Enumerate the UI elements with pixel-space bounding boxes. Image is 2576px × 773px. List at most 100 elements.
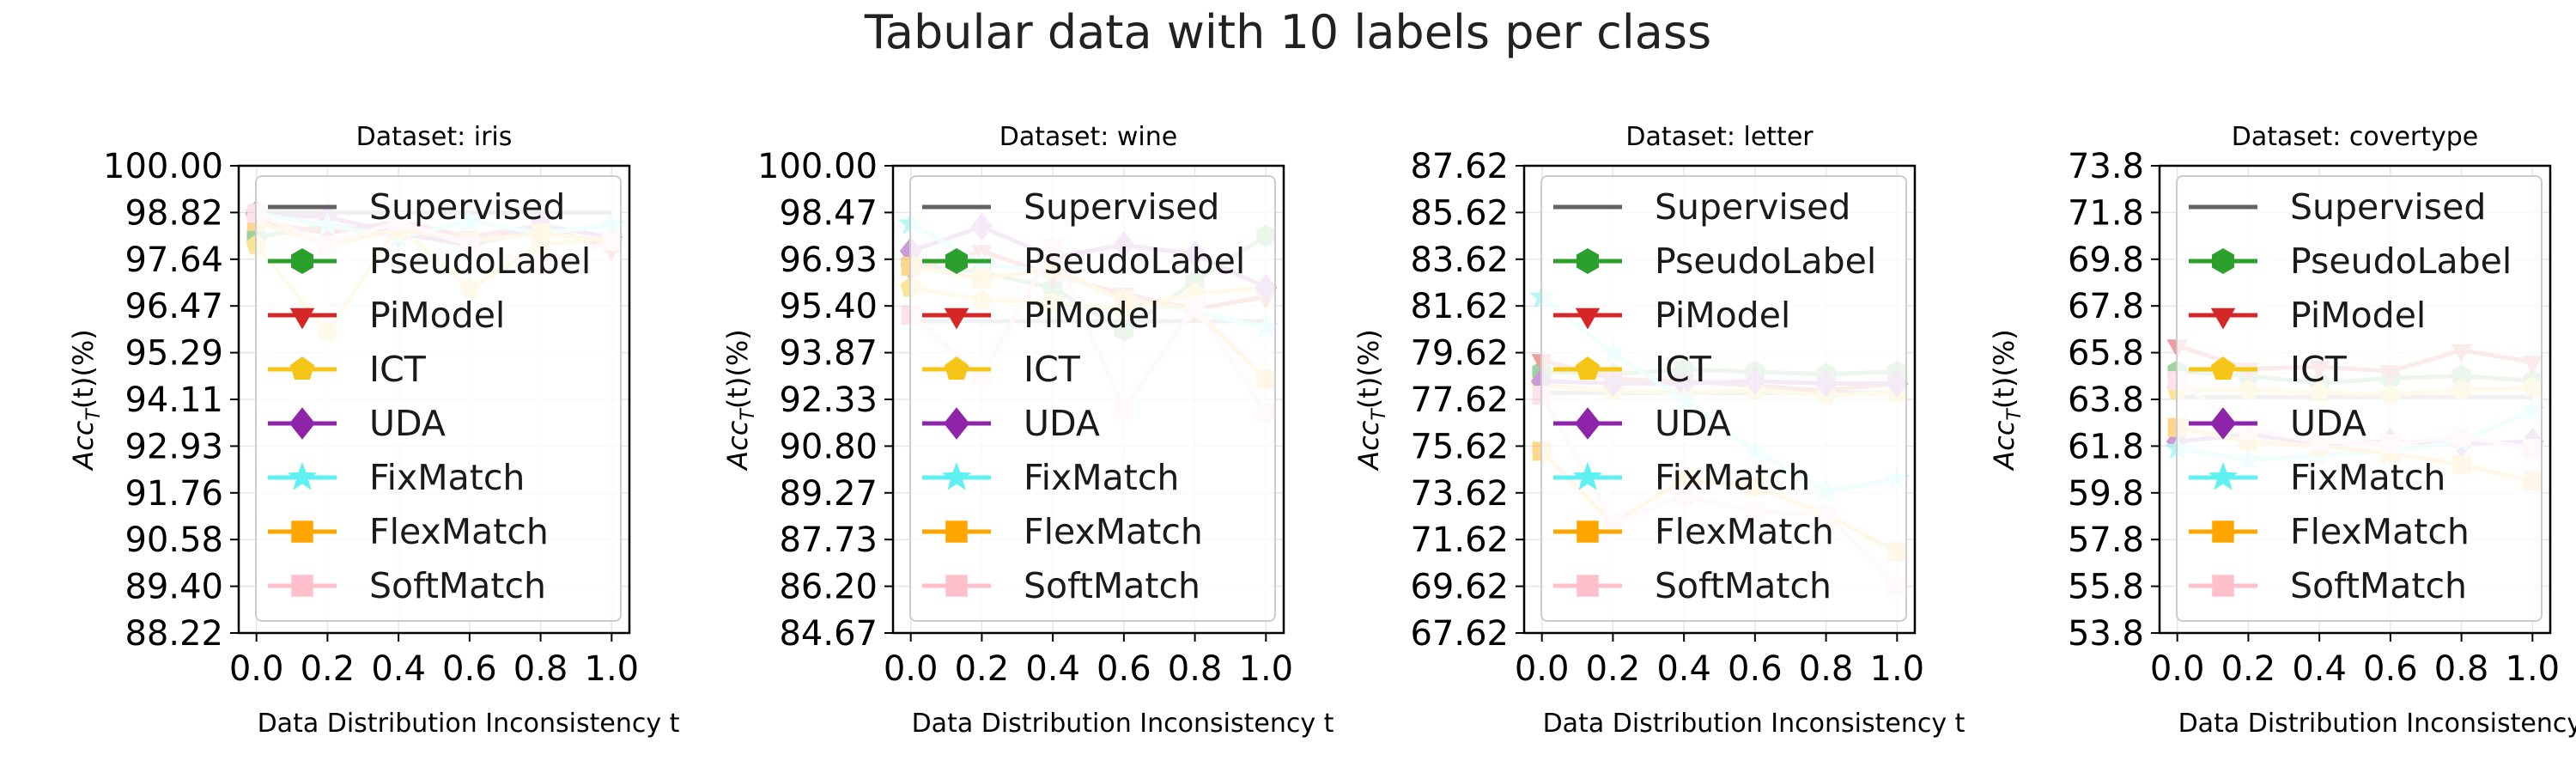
x-tick-label: 0.0	[884, 649, 939, 689]
subplot-title: Dataset: letter	[1625, 122, 1814, 152]
legend-marker-softmatch	[1577, 575, 1599, 597]
y-tick-label: 71.8	[2068, 193, 2144, 233]
legend-marker-pseudolabel	[945, 248, 968, 274]
y-tick-label: 61.8	[2068, 427, 2144, 466]
legend-label-supervised: Supervised	[2290, 186, 2486, 228]
legend-label-flexmatch: FlexMatch	[1024, 511, 1203, 552]
legend: Supervised PseudoLabel PiModel ICT UDA FixMat…	[1540, 175, 1907, 622]
legend-label-supervised: Supervised	[1024, 186, 1219, 228]
y-tick-label: 91.76	[125, 474, 223, 514]
y-tick-label: 79.62	[1410, 334, 1509, 374]
x-tick-label: 0.0	[229, 649, 284, 689]
y-tick-label: 95.29	[125, 334, 223, 374]
y-tick-label: 57.8	[2068, 520, 2144, 560]
legend-marker-uda	[944, 407, 969, 440]
y-tick-label: 92.93	[125, 427, 223, 466]
y-tick-label: 87.73	[779, 520, 878, 560]
y-tick-label: 97.64	[125, 240, 223, 280]
legend-label-fixmatch: FixMatch	[1655, 457, 1810, 498]
legend-marker-uda	[2210, 407, 2236, 440]
x-tick-label: 0.2	[2221, 649, 2276, 689]
x-tick-label: 0.4	[371, 649, 426, 689]
x-tick-label: 0.2	[955, 649, 1010, 689]
legend-box	[2176, 175, 2543, 622]
legend-marker-softmatch	[291, 575, 313, 597]
legend-marker-flexmatch	[291, 520, 313, 543]
legend-marker-pimodel	[289, 307, 315, 330]
x-tick-label: 0.6	[1728, 649, 1783, 689]
y-tick-label: 83.62	[1410, 240, 1509, 280]
y-tick-label: 96.47	[125, 287, 223, 326]
legend-marker-ict	[944, 356, 969, 380]
legend-label-softmatch: SoftMatch	[1655, 565, 1832, 606]
y-tick-label: 93.87	[779, 334, 878, 374]
legend-marker-ict	[289, 356, 315, 380]
x-tick-label: 0.6	[1097, 649, 1151, 689]
legend-marker-pseudolabel	[291, 248, 313, 274]
x-tick-label: 0.6	[2363, 649, 2418, 689]
y-tick-label: 100.00	[103, 147, 223, 186]
y-tick-label: 95.40	[779, 287, 878, 326]
legend-label-ict: ICT	[2290, 349, 2348, 390]
x-tick-label: 0.4	[2292, 649, 2347, 689]
x-axis-label: Data Distribution Inconsistency t	[912, 709, 1334, 739]
y-tick-label: 94.11	[125, 380, 223, 420]
legend-label-fixmatch: FixMatch	[1024, 457, 1179, 498]
legend-label-flexmatch: FlexMatch	[369, 511, 549, 552]
legend-label-softmatch: SoftMatch	[1024, 565, 1200, 606]
legend-label-pseudolabel: PseudoLabel	[2290, 240, 2512, 282]
subplot-title: Dataset: covertype	[2232, 122, 2479, 152]
y-tick-label: 100.00	[757, 147, 878, 186]
legend-label-fixmatch: FixMatch	[369, 457, 525, 498]
subplot-4: Supervised PseudoLabel PiModel ICT UDA FixMat…	[1988, 122, 2576, 739]
y-tick-label: 87.62	[1410, 147, 1509, 186]
legend-label-uda: UDA	[1024, 403, 1100, 444]
legend-box	[1540, 175, 1907, 622]
legend-marker-fixmatch	[2208, 462, 2239, 490]
legend-label-supervised: Supervised	[1655, 186, 1850, 228]
legend-marker-softmatch	[2212, 575, 2234, 597]
legend-label-supervised: Supervised	[369, 186, 565, 228]
y-tick-label: 73.8	[2068, 147, 2144, 186]
y-axis-label: AccT(t)(%)	[1352, 329, 1390, 471]
x-tick-label: 1.0	[1239, 649, 1294, 689]
y-tick-label: 98.47	[779, 193, 878, 233]
legend-label-flexmatch: FlexMatch	[2290, 511, 2470, 552]
legend: Supervised PseudoLabel PiModel ICT UDA FixMat…	[2176, 175, 2543, 622]
legend: Supervised PseudoLabel PiModel ICT UDA FixMat…	[255, 175, 622, 622]
y-tick-label: 92.33	[779, 380, 878, 420]
legend-label-ict: ICT	[369, 349, 427, 390]
legend-label-pimodel: PiModel	[1024, 295, 1159, 336]
legend-marker-ict	[1575, 356, 1601, 380]
y-tick-label: 63.8	[2068, 380, 2144, 420]
legend-label-uda: UDA	[1655, 403, 1731, 444]
subplot-title: Dataset: wine	[999, 122, 1177, 152]
y-axis-label: AccT(t)(%)	[721, 329, 759, 471]
y-tick-label: 89.40	[125, 568, 223, 607]
x-tick-label: 0.0	[1515, 649, 1570, 689]
y-axis-label: AccT(t)(%)	[1988, 329, 2026, 471]
legend-marker-pimodel	[2210, 307, 2236, 330]
legend-marker-fixmatch	[941, 462, 972, 490]
legend-marker-flexmatch	[945, 520, 968, 543]
y-tick-label: 86.20	[779, 568, 878, 607]
y-tick-label: 69.62	[1410, 568, 1509, 607]
x-tick-label: 0.8	[1168, 649, 1223, 689]
x-tick-label: 0.2	[301, 649, 355, 689]
legend-box	[255, 175, 622, 622]
x-tick-label: 0.0	[2150, 649, 2205, 689]
legend-label-pimodel: PiModel	[369, 295, 505, 336]
legend-label-pseudolabel: PseudoLabel	[369, 240, 591, 282]
legend-label-flexmatch: FlexMatch	[1655, 511, 1834, 552]
legend-marker-flexmatch	[2212, 520, 2234, 543]
x-tick-label: 0.8	[2434, 649, 2489, 689]
y-tick-label: 84.67	[779, 614, 878, 654]
y-tick-label: 90.58	[125, 520, 223, 560]
subplot-1: Supervised PseudoLabel PiModel ICT UDA FixMat…	[67, 122, 680, 739]
y-axis-label: AccT(t)(%)	[67, 329, 105, 471]
y-tick-label: 85.62	[1410, 193, 1509, 233]
x-tick-label: 0.4	[1025, 649, 1080, 689]
y-tick-label: 77.62	[1410, 380, 1509, 420]
